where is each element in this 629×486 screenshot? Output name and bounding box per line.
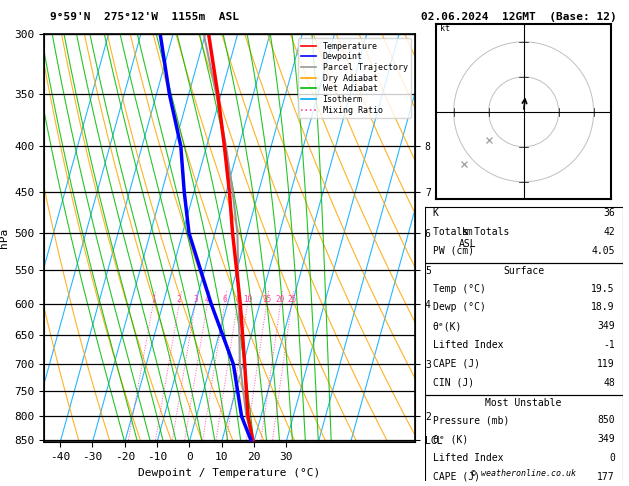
Text: 36: 36 <box>603 208 615 218</box>
Text: 9°59'N  275°12'W  1155m  ASL: 9°59'N 275°12'W 1155m ASL <box>50 12 239 22</box>
Text: 42: 42 <box>603 227 615 237</box>
Text: 349: 349 <box>597 321 615 331</box>
Text: 48: 48 <box>603 378 615 388</box>
Text: 6: 6 <box>222 295 227 304</box>
Text: 18.9: 18.9 <box>591 302 615 312</box>
Text: Dewp (°C): Dewp (°C) <box>433 302 486 312</box>
Text: Pressure (mb): Pressure (mb) <box>433 416 509 425</box>
Text: 4.05: 4.05 <box>591 246 615 256</box>
Text: kt: kt <box>440 24 450 34</box>
Text: Totals Totals: Totals Totals <box>433 227 509 237</box>
Text: CIN (J): CIN (J) <box>433 378 474 388</box>
Text: K: K <box>433 208 438 218</box>
Text: 349: 349 <box>597 434 615 444</box>
Text: 2: 2 <box>177 295 182 304</box>
Text: -1: -1 <box>603 340 615 350</box>
Text: 20: 20 <box>276 295 285 304</box>
Text: 25: 25 <box>287 295 296 304</box>
Text: 119: 119 <box>597 359 615 369</box>
Text: 3: 3 <box>193 295 198 304</box>
Text: 1: 1 <box>151 295 155 304</box>
Text: PW (cm): PW (cm) <box>433 246 474 256</box>
Text: 0: 0 <box>609 453 615 463</box>
Text: Surface: Surface <box>503 266 544 276</box>
Text: 15: 15 <box>262 295 271 304</box>
Text: 10: 10 <box>243 295 252 304</box>
Text: Most Unstable: Most Unstable <box>486 398 562 408</box>
Text: Lifted Index: Lifted Index <box>433 453 503 463</box>
Text: Temp (°C): Temp (°C) <box>433 284 486 294</box>
Text: 02.06.2024  12GMT  (Base: 12): 02.06.2024 12GMT (Base: 12) <box>421 12 617 22</box>
Y-axis label: hPa: hPa <box>0 228 9 248</box>
Text: 4: 4 <box>205 295 209 304</box>
Text: 177: 177 <box>597 472 615 482</box>
Text: CAPE (J): CAPE (J) <box>433 359 479 369</box>
Text: CAPE (J): CAPE (J) <box>433 472 479 482</box>
Text: θᵉ(K): θᵉ(K) <box>433 321 462 331</box>
Text: θᵉ (K): θᵉ (K) <box>433 434 468 444</box>
Text: 8: 8 <box>235 295 240 304</box>
X-axis label: Dewpoint / Temperature (°C): Dewpoint / Temperature (°C) <box>138 468 321 478</box>
Y-axis label: km
ASL: km ASL <box>459 227 476 249</box>
Text: 850: 850 <box>597 416 615 425</box>
Legend: Temperature, Dewpoint, Parcel Trajectory, Dry Adiabat, Wet Adiabat, Isotherm, Mi: Temperature, Dewpoint, Parcel Trajectory… <box>298 38 411 118</box>
Text: 19.5: 19.5 <box>591 284 615 294</box>
Text: © weatheronline.co.uk: © weatheronline.co.uk <box>471 469 576 478</box>
Text: Lifted Index: Lifted Index <box>433 340 503 350</box>
